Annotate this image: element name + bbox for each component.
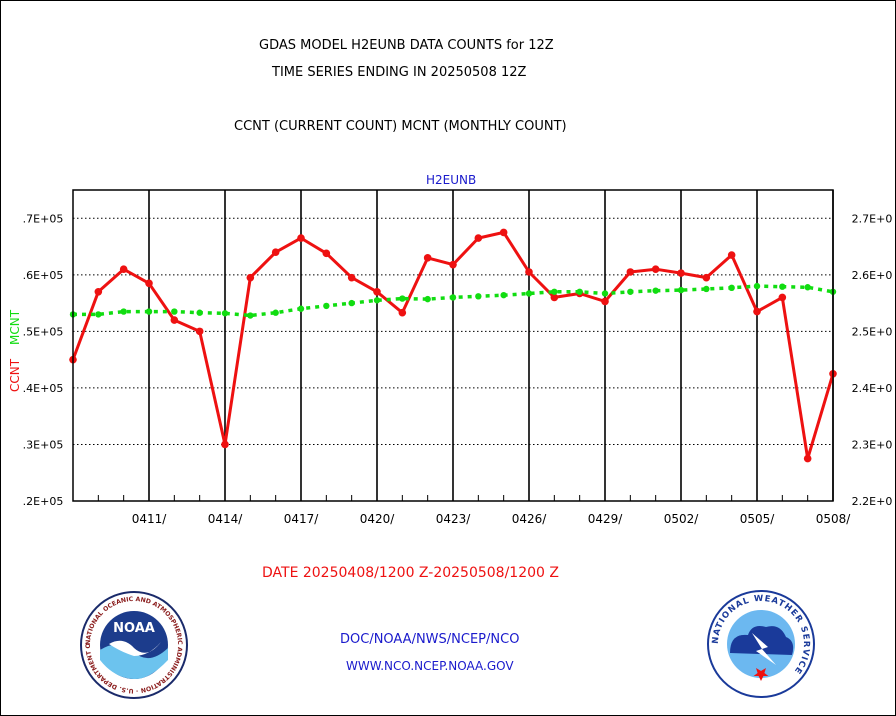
x-tick-label: 0420/ [360,512,396,526]
data-point-ccnt [525,268,533,276]
org-path-text: DOC/NOAA/NWS/NCEP/NCO [340,632,520,647]
grid-layer [73,190,834,501]
data-point-mcnt [120,308,127,315]
data-point-mcnt [247,312,254,319]
noaa-logo: NATIONAL OCEANIC AND ATMOSPHERIC ADMINIS… [79,590,188,699]
nws-logo: NATIONAL WEATHER SERVICE [707,590,815,698]
data-point-ccnt [778,293,787,302]
data-point-mcnt [703,285,710,293]
y-right-tick-label: 2.2E+0 [852,495,893,508]
chart-subtitle: CCNT (CURRENT COUNT) MCNT (MONTHLY COUNT… [234,119,567,134]
station-label: H2EUNB [426,173,477,187]
axis-label-layer: .2E+05 2.2E+0 .3E+05 2.3E+0 .4E+05 2.4E+0 .5E+… [23,212,893,526]
data-point-ccnt [297,234,305,242]
data-point-ccnt [449,260,457,269]
data-point-ccnt [423,254,432,262]
data-point-ccnt [322,249,331,258]
chart-title-line1: GDAS MODEL H2EUNB DATA COUNTS for 12Z [259,38,554,53]
y-left-tick-label: .2E+05 [23,495,64,508]
data-point-mcnt [171,308,178,315]
x-tick-label: 0417/ [284,512,320,526]
data-point-mcnt [677,286,685,294]
series-layer [69,228,837,463]
data-point-mcnt [576,288,583,295]
y-right-tick-label: 2.4E+0 [852,382,893,395]
data-point-mcnt [525,290,533,297]
data-point-ccnt [170,316,179,324]
y-left-tick-label: .6E+05 [23,269,64,282]
data-point-ccnt [195,327,204,336]
y-left-tick-label: .5E+05 [23,325,64,338]
y-right-tick-label: 2.3E+0 [852,438,893,451]
data-point-mcnt [804,284,811,291]
data-point-ccnt [347,273,356,282]
y-left-tick-label: .7E+05 [23,212,64,225]
x-tick-label: 0414/ [208,512,244,526]
x-tick-label: 0429/ [588,512,624,526]
time-series-chart: .2E+05 2.2E+0 .3E+05 2.3E+0 .4E+05 2.4E+0 .5E+… [8,189,893,526]
data-point-ccnt [94,287,103,296]
y-right-tick-label: 2.6E+0 [852,269,893,282]
data-point-mcnt [728,284,735,292]
x-tick-label: 0426/ [512,512,548,526]
data-point-mcnt [297,305,305,312]
data-point-mcnt [373,297,381,304]
data-point-mcnt [779,283,786,290]
date-range-label: DATE 20250408/1200 Z-20250508/1200 Z [262,565,559,581]
x-tick-label: 0423/ [436,512,472,526]
y-left-tick-label: .3E+05 [23,438,64,451]
data-point-ccnt [474,234,483,242]
plot-area-border [72,189,834,502]
data-point-mcnt [196,309,203,316]
data-point-mcnt [449,294,457,301]
data-point-mcnt [348,299,355,307]
website-link[interactable]: WWW.NCO.NCEP.NOAA.GOV [346,659,514,673]
data-point-ccnt [550,293,559,302]
data-point-ccnt [373,287,381,296]
data-point-ccnt [702,273,711,282]
data-point-ccnt [499,228,508,237]
data-point-mcnt [627,288,634,295]
data-point-ccnt [626,268,635,276]
x-tick-label: 0411/ [132,512,168,526]
data-point-mcnt [500,291,507,299]
data-point-mcnt [424,295,431,303]
data-point-ccnt [677,269,685,277]
data-point-ccnt [398,308,407,317]
data-point-ccnt [221,440,229,449]
data-point-mcnt [399,295,406,302]
y-right-tick-label: 2.7E+0 [852,212,893,225]
data-point-ccnt [803,454,812,463]
y-axis-label-mcnt: MCNT [8,309,22,345]
data-point-mcnt [323,302,330,310]
x-tick-label: 0508/ [816,512,852,526]
x-tick-label: 0502/ [664,512,700,526]
data-point-ccnt [271,248,280,256]
data-point-mcnt [652,287,659,294]
data-point-ccnt [727,251,736,259]
y-axis-label-ccnt: CCNT [8,358,22,392]
data-point-mcnt [145,308,153,315]
noaa-logo-text: NOAA [113,621,155,636]
data-point-ccnt [119,265,128,273]
y-right-tick-label: 2.5E+0 [852,325,893,338]
data-point-mcnt [551,288,558,295]
data-point-mcnt [221,310,229,317]
chart-title-line2: TIME SERIES ENDING IN 20250508 12Z [272,65,527,80]
data-point-ccnt [601,297,609,306]
x-tick-label: 0505/ [740,512,776,526]
data-point-mcnt [272,309,279,316]
y-left-tick-label: .4E+05 [23,382,64,395]
data-point-mcnt [753,282,761,290]
data-point-ccnt [753,307,761,316]
data-point-ccnt [145,279,153,288]
data-point-mcnt [475,293,482,300]
data-point-ccnt [246,273,255,282]
data-point-ccnt [651,265,660,273]
data-point-mcnt [601,290,609,297]
data-point-mcnt [95,311,102,318]
